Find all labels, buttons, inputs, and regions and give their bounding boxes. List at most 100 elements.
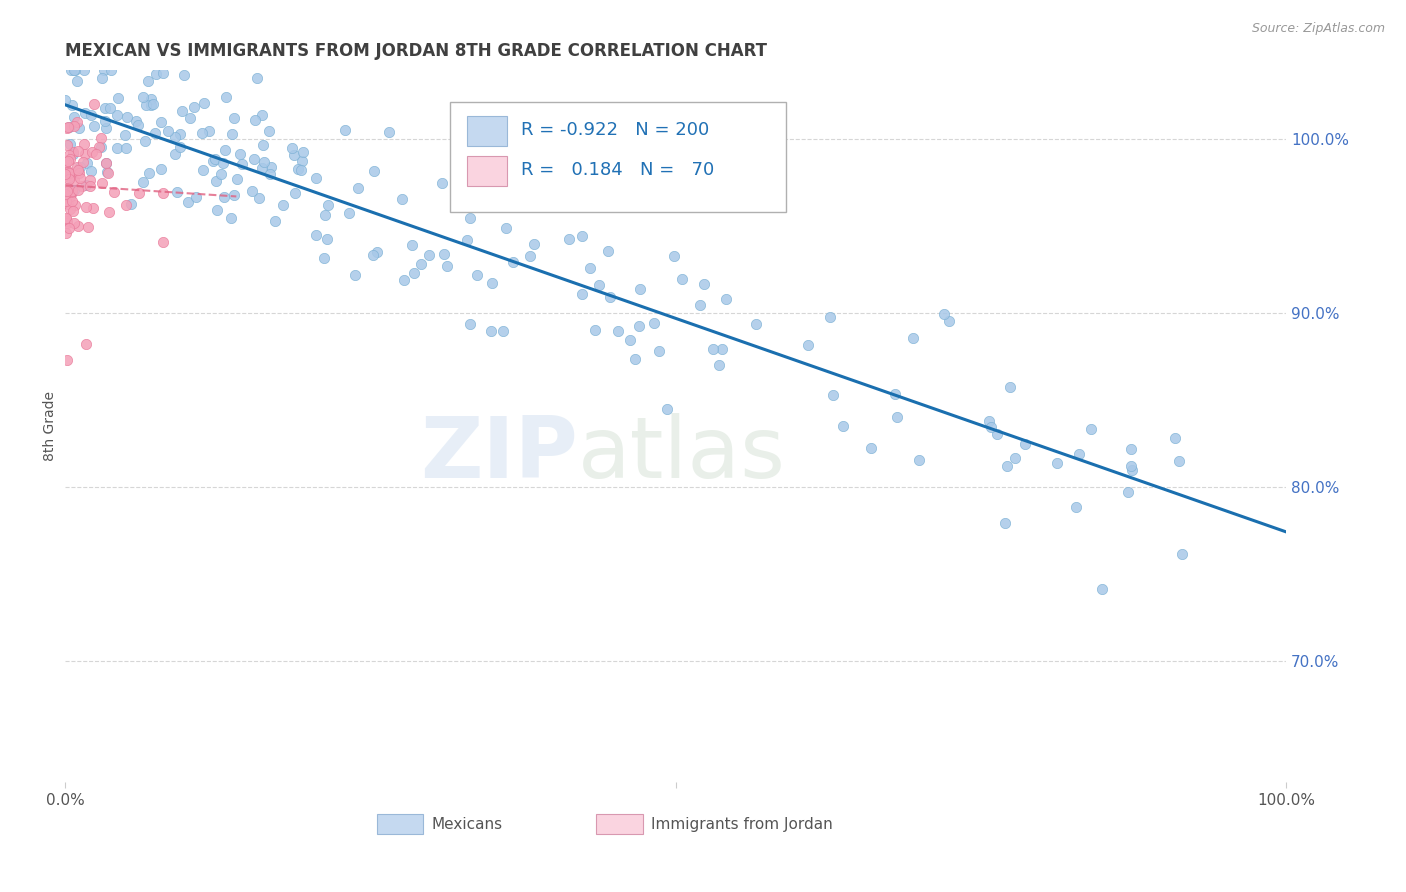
Point xyxy=(75,337,97,351)
Point xyxy=(205,203,228,218)
Point xyxy=(105,108,128,122)
Point xyxy=(221,127,243,141)
Point xyxy=(152,65,174,79)
Point xyxy=(1004,451,1026,466)
Point xyxy=(184,190,207,204)
Point xyxy=(312,251,335,265)
Point xyxy=(977,414,1000,428)
Point xyxy=(252,108,274,122)
Point xyxy=(56,154,79,169)
Point xyxy=(797,337,820,351)
Point xyxy=(63,62,86,77)
Point xyxy=(692,277,714,292)
Point xyxy=(655,401,678,416)
Point xyxy=(55,194,77,208)
Point xyxy=(63,172,86,186)
Point xyxy=(62,216,84,230)
Point xyxy=(502,255,524,269)
Point xyxy=(231,157,253,171)
Point xyxy=(492,325,515,339)
Point xyxy=(643,317,665,331)
Point xyxy=(820,310,842,324)
Point xyxy=(361,248,384,262)
Point xyxy=(58,220,80,235)
Point xyxy=(98,205,121,219)
Point xyxy=(58,120,80,134)
Point xyxy=(212,190,235,204)
Point xyxy=(628,319,651,334)
Point xyxy=(202,154,225,169)
Point xyxy=(65,161,87,175)
Point xyxy=(55,167,77,181)
Point xyxy=(246,70,269,85)
Point xyxy=(56,121,79,136)
Point xyxy=(55,216,77,230)
Point xyxy=(77,220,100,235)
Point xyxy=(648,343,671,358)
Point xyxy=(170,103,193,118)
Point xyxy=(458,211,481,226)
Point xyxy=(60,184,83,198)
Point xyxy=(859,441,882,455)
Point xyxy=(980,420,1002,434)
Point xyxy=(583,323,606,337)
Point xyxy=(901,331,924,345)
Point xyxy=(571,229,593,244)
Point xyxy=(1119,459,1142,474)
Point xyxy=(114,141,136,155)
Point xyxy=(169,127,191,141)
Point xyxy=(94,114,117,128)
Point xyxy=(226,172,249,186)
Point xyxy=(62,119,84,133)
Point xyxy=(96,121,118,136)
Point xyxy=(243,152,266,166)
Point xyxy=(59,62,82,77)
Point xyxy=(70,179,93,194)
Point xyxy=(193,95,215,110)
Point xyxy=(558,232,581,246)
Point xyxy=(55,214,77,228)
Point xyxy=(75,200,97,214)
Point xyxy=(1171,547,1194,561)
Point xyxy=(211,155,233,169)
Point xyxy=(606,324,628,338)
Point xyxy=(316,198,339,212)
Point xyxy=(60,98,83,112)
Point xyxy=(90,139,112,153)
Point xyxy=(571,286,593,301)
Point xyxy=(125,113,148,128)
Point xyxy=(56,138,79,153)
Point xyxy=(55,184,77,198)
Point xyxy=(79,179,101,194)
Point xyxy=(62,62,84,77)
Point xyxy=(481,276,503,290)
Point xyxy=(131,175,153,189)
Point xyxy=(127,118,149,132)
Point xyxy=(519,249,541,263)
Point xyxy=(67,219,90,234)
Point xyxy=(689,298,711,312)
Point xyxy=(711,343,734,357)
Point xyxy=(96,165,118,179)
Point xyxy=(579,261,602,276)
Point xyxy=(69,171,91,186)
Point xyxy=(152,186,174,201)
Text: R =   0.184   N =   70: R = 0.184 N = 70 xyxy=(520,161,714,179)
Point xyxy=(120,196,142,211)
Point xyxy=(105,141,128,155)
Point xyxy=(82,201,104,215)
Point xyxy=(75,178,97,193)
Bar xyxy=(467,116,508,146)
Point xyxy=(58,166,80,180)
Point xyxy=(222,112,245,126)
Point xyxy=(456,233,478,247)
Point xyxy=(55,212,77,227)
Point xyxy=(145,66,167,80)
Point xyxy=(58,171,80,186)
Point xyxy=(69,160,91,174)
Point xyxy=(219,211,242,226)
Point xyxy=(599,290,621,304)
Point xyxy=(702,342,724,356)
Point xyxy=(55,352,77,367)
Point xyxy=(707,358,730,372)
